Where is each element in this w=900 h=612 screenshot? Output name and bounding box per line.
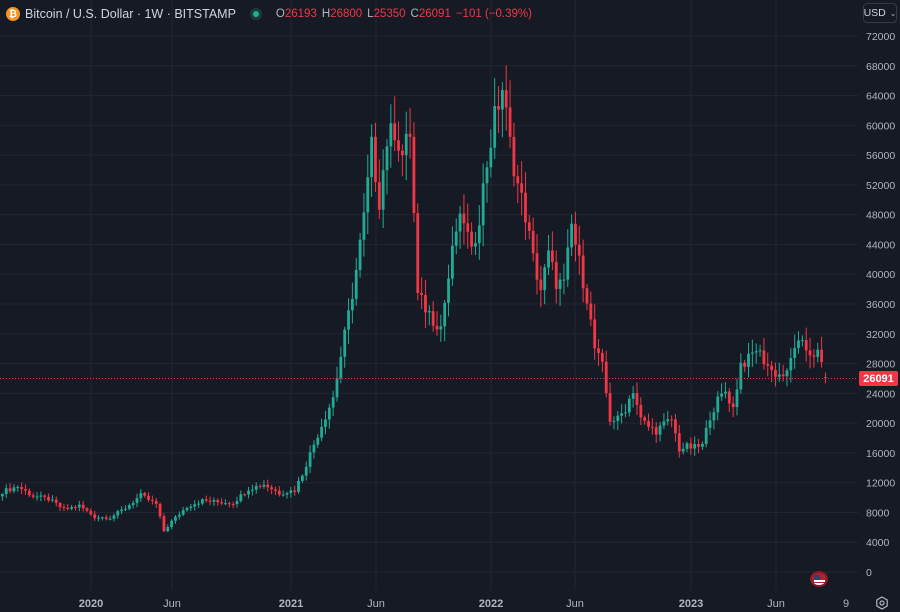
price-tick-label: 36000 [866,299,895,311]
symbol-title[interactable]: Bitcoin / U.S. Dollar · 1W · BITSTAMP [25,7,236,21]
price-axis[interactable]: 0 4000 8000 12000 16000 20000 24000 28000 32000 3… [866,31,895,579]
time-tick-label: Jun [367,598,385,610]
chevron-down-icon: ⌄ [889,8,897,18]
chart-grid [0,0,858,590]
last-price-badge: 26091 [859,371,898,386]
price-tick-label: 52000 [866,180,895,192]
price-tick-label: 8000 [866,507,890,519]
time-axis[interactable]: 2020 Jun 2021 Jun 2022 Jun 2023 Jun 9 [79,598,849,610]
time-tick-label: 2021 [279,598,303,610]
open-label: O [275,8,285,20]
price-tick-label: 32000 [866,329,895,341]
low-label: L [367,8,374,20]
price-tick-label: 72000 [866,31,895,43]
price-tick-label: 0 [866,567,872,579]
time-tick-label: 2020 [79,598,103,610]
close-label: C [410,8,419,20]
change-value: −101 (−0.39%) [455,8,532,20]
price-tick-label: 12000 [866,478,895,490]
price-tick-label: 68000 [866,61,895,73]
price-tick-label: 40000 [866,269,895,281]
currency-button[interactable]: USD ⌄ [863,3,897,23]
settings-icon[interactable] [875,596,889,610]
time-tick-label: 2023 [679,598,703,610]
price-tick-label: 64000 [866,91,895,103]
price-tick-label: 24000 [866,388,895,400]
price-tick-label: 4000 [866,537,890,549]
high-label: H [321,8,331,20]
time-tick-label: 2022 [479,598,503,610]
currency-label: USD [863,7,886,19]
bitcoin-icon: ₿ [6,7,20,21]
time-tick-label: Jun [767,598,785,610]
market-status-icon [249,8,262,20]
time-tick-label: Jun [566,598,584,610]
price-tick-label: 16000 [866,448,895,460]
price-tick-label: 56000 [866,150,895,162]
price-tick-label: 48000 [866,210,895,222]
low-value: 25350 [373,8,406,20]
symbol-legend: ₿ Bitcoin / U.S. Dollar · 1W · BITSTAMP … [6,6,532,22]
us-flag-icon[interactable] [810,571,828,587]
time-tick-label: Jun [163,598,181,610]
price-tick-label: 20000 [866,418,895,430]
price-tick-label: 28000 [866,359,895,371]
open-value: 26193 [284,8,317,20]
time-tick-label: 9 [843,598,849,610]
ohlc-values: O26193 H26800 L25350 C26091 −101 (−0.39%… [276,8,532,20]
close-value: 26091 [418,8,451,20]
price-tick-label: 60000 [866,120,895,132]
high-value: 26800 [330,8,363,20]
candlestick-series [1,65,827,533]
price-tick-label: 44000 [866,239,895,251]
